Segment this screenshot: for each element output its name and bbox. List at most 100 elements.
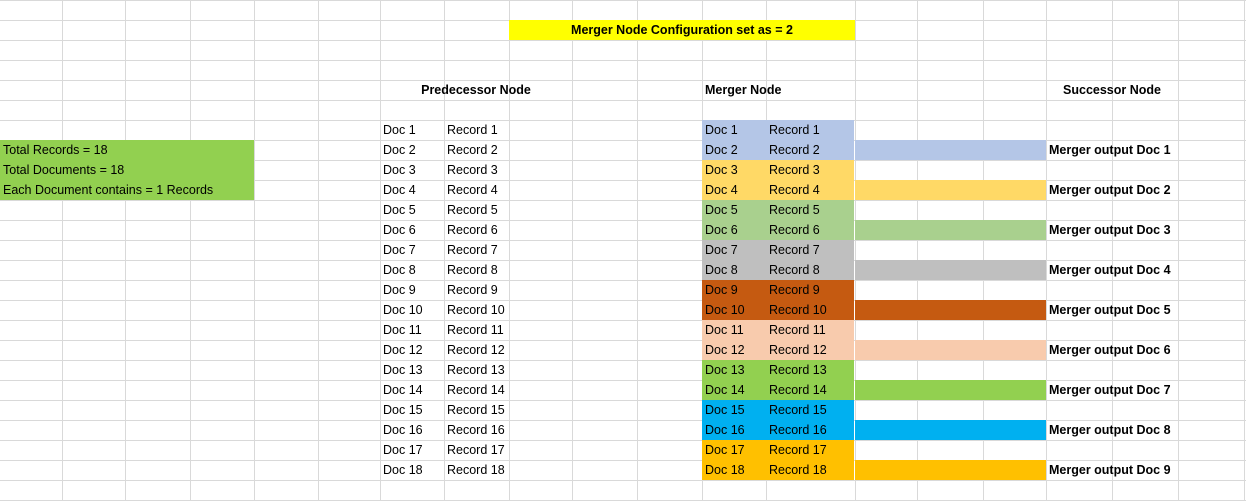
predecessor-doc-cell[interactable]: Doc 17 (383, 443, 423, 457)
summary-total-records[interactable]: Total Records = 18 (3, 143, 108, 157)
predecessor-doc-cell[interactable]: Doc 8 (383, 263, 416, 277)
predecessor-doc-cell[interactable]: Doc 16 (383, 423, 423, 437)
merger-record-cell[interactable]: Record 14 (769, 383, 827, 397)
predecessor-record-cell[interactable]: Record 2 (447, 143, 498, 157)
merger-doc-cell[interactable]: Doc 17 (705, 443, 745, 457)
merger-doc-cell[interactable]: Doc 7 (705, 243, 738, 257)
predecessor-record-cell[interactable]: Record 12 (447, 343, 505, 357)
predecessor-doc-cell[interactable]: Doc 12 (383, 343, 423, 357)
merger-record-cell[interactable]: Record 6 (769, 223, 820, 237)
successor-node-header[interactable]: Successor Node (1063, 83, 1161, 97)
predecessor-doc-cell[interactable]: Doc 11 (383, 323, 422, 337)
predecessor-doc-cell[interactable]: Doc 9 (383, 283, 416, 297)
merger-doc-cell[interactable]: Doc 11 (705, 323, 744, 337)
predecessor-doc-cell[interactable]: Doc 15 (383, 403, 423, 417)
merger-doc-cell[interactable]: Doc 15 (705, 403, 745, 417)
successor-output-cell[interactable]: Merger output Doc 1 (1049, 143, 1171, 157)
predecessor-record-cell[interactable]: Record 17 (447, 443, 505, 457)
merger-record-cell[interactable]: Record 10 (769, 303, 827, 317)
merger-cell-fill (702, 360, 854, 380)
predecessor-doc-cell[interactable]: Doc 10 (383, 303, 423, 317)
predecessor-record-cell[interactable]: Record 18 (447, 463, 505, 477)
merger-record-cell[interactable]: Record 5 (769, 203, 820, 217)
title-banner[interactable]: Merger Node Configuration set as = 2 (571, 23, 793, 37)
predecessor-doc-cell[interactable]: Doc 2 (383, 143, 416, 157)
merger-doc-cell[interactable]: Doc 10 (705, 303, 745, 317)
merger-doc-cell[interactable]: Doc 5 (705, 203, 738, 217)
merger-record-cell[interactable]: Record 4 (769, 183, 820, 197)
merger-doc-cell[interactable]: Doc 1 (705, 123, 738, 137)
successor-output-cell[interactable]: Merger output Doc 9 (1049, 463, 1171, 477)
merger-doc-cell[interactable]: Doc 9 (705, 283, 738, 297)
merger-cell-fill (702, 200, 854, 220)
summary-records-per-doc[interactable]: Each Document contains = 1 Records (3, 183, 214, 197)
successor-output-cell[interactable]: Merger output Doc 4 (1049, 263, 1171, 277)
merger-doc-cell[interactable]: Doc 14 (705, 383, 745, 397)
merger-cell-fill (702, 280, 854, 300)
merger-cell-fill (702, 220, 854, 240)
predecessor-record-cell[interactable]: Record 3 (447, 163, 498, 177)
predecessor-doc-cell[interactable]: Doc 5 (383, 203, 416, 217)
merger-record-cell[interactable]: Record 18 (769, 463, 827, 477)
predecessor-doc-cell[interactable]: Doc 3 (383, 163, 416, 177)
predecessor-record-cell[interactable]: Record 7 (447, 243, 498, 257)
predecessor-record-cell[interactable]: Record 11 (447, 323, 504, 337)
predecessor-doc-cell[interactable]: Doc 18 (383, 463, 423, 477)
predecessor-node-header[interactable]: Predecessor Node (421, 83, 531, 97)
predecessor-record-cell[interactable]: Record 14 (447, 383, 505, 397)
successor-output-cell[interactable]: Merger output Doc 2 (1049, 183, 1171, 197)
successor-output-cell[interactable]: Merger output Doc 3 (1049, 223, 1171, 237)
merger-record-cell[interactable]: Record 15 (769, 403, 827, 417)
merger-record-cell[interactable]: Record 9 (769, 283, 820, 297)
successor-output-cell[interactable]: Merger output Doc 7 (1049, 383, 1171, 397)
summary-total-documents[interactable]: Total Documents = 18 (3, 163, 125, 177)
predecessor-doc-cell[interactable]: Doc 1 (383, 123, 416, 137)
merger-output-bar (855, 220, 1046, 240)
predecessor-record-cell[interactable]: Record 1 (447, 123, 498, 137)
merger-record-cell[interactable]: Record 16 (769, 423, 827, 437)
successor-output-cell[interactable]: Merger output Doc 5 (1049, 303, 1171, 317)
predecessor-record-cell[interactable]: Record 5 (447, 203, 498, 217)
predecessor-record-cell[interactable]: Record 6 (447, 223, 498, 237)
predecessor-record-cell[interactable]: Record 9 (447, 283, 498, 297)
merger-doc-cell[interactable]: Doc 6 (705, 223, 738, 237)
merger-output-bar (855, 420, 1046, 440)
predecessor-record-cell[interactable]: Record 13 (447, 363, 505, 377)
merger-record-cell[interactable]: Record 17 (769, 443, 827, 457)
predecessor-record-cell[interactable]: Record 16 (447, 423, 505, 437)
merger-doc-cell[interactable]: Doc 12 (705, 343, 745, 357)
merger-record-cell[interactable]: Record 8 (769, 263, 820, 277)
merger-record-cell[interactable]: Record 7 (769, 243, 820, 257)
merger-doc-cell[interactable]: Doc 8 (705, 263, 738, 277)
predecessor-doc-cell[interactable]: Doc 13 (383, 363, 423, 377)
merger-cell-fill (702, 340, 854, 360)
successor-output-cell[interactable]: Merger output Doc 6 (1049, 343, 1171, 357)
merger-doc-cell[interactable]: Doc 13 (705, 363, 745, 377)
merger-doc-cell[interactable]: Doc 2 (705, 143, 738, 157)
predecessor-record-cell[interactable]: Record 10 (447, 303, 505, 317)
merger-record-cell[interactable]: Record 11 (769, 323, 826, 337)
predecessor-doc-cell[interactable]: Doc 4 (383, 183, 416, 197)
merger-record-cell[interactable]: Record 12 (769, 343, 827, 357)
predecessor-doc-cell[interactable]: Doc 14 (383, 383, 423, 397)
merger-cell-fill (702, 120, 854, 140)
merger-output-bar (855, 460, 1046, 480)
merger-doc-cell[interactable]: Doc 18 (705, 463, 745, 477)
merger-record-cell[interactable]: Record 3 (769, 163, 820, 177)
merger-record-cell[interactable]: Record 2 (769, 143, 820, 157)
merger-doc-cell[interactable]: Doc 3 (705, 163, 738, 177)
predecessor-record-cell[interactable]: Record 4 (447, 183, 498, 197)
merger-record-cell[interactable]: Record 1 (769, 123, 820, 137)
merger-cell-fill (702, 440, 854, 460)
merger-cell-fill (702, 320, 854, 340)
successor-output-cell[interactable]: Merger output Doc 8 (1049, 423, 1171, 437)
merger-node-header[interactable]: Merger Node (705, 83, 782, 97)
merger-record-cell[interactable]: Record 13 (769, 363, 827, 377)
predecessor-doc-cell[interactable]: Doc 7 (383, 243, 416, 257)
merger-doc-cell[interactable]: Doc 16 (705, 423, 745, 437)
predecessor-record-cell[interactable]: Record 15 (447, 403, 505, 417)
predecessor-doc-cell[interactable]: Doc 6 (383, 223, 416, 237)
merger-doc-cell[interactable]: Doc 4 (705, 183, 738, 197)
predecessor-record-cell[interactable]: Record 8 (447, 263, 498, 277)
